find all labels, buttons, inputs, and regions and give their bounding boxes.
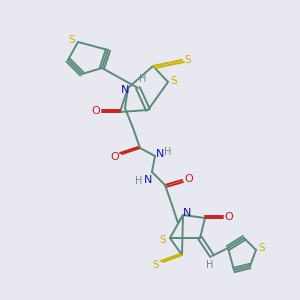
Text: N: N [156,149,164,159]
Text: O: O [111,152,119,162]
Text: S: S [153,260,159,270]
Text: N: N [121,85,129,95]
Text: O: O [92,106,100,116]
Text: H: H [139,74,147,84]
Text: H: H [206,260,214,270]
Text: H: H [164,147,172,157]
Text: N: N [183,208,191,218]
Text: S: S [185,55,191,65]
Text: O: O [184,174,194,184]
Text: S: S [69,35,75,45]
Text: H: H [135,176,143,186]
Text: O: O [225,212,233,222]
Text: S: S [171,76,177,86]
Text: S: S [160,235,166,245]
Text: S: S [259,243,265,253]
Text: N: N [144,175,152,185]
